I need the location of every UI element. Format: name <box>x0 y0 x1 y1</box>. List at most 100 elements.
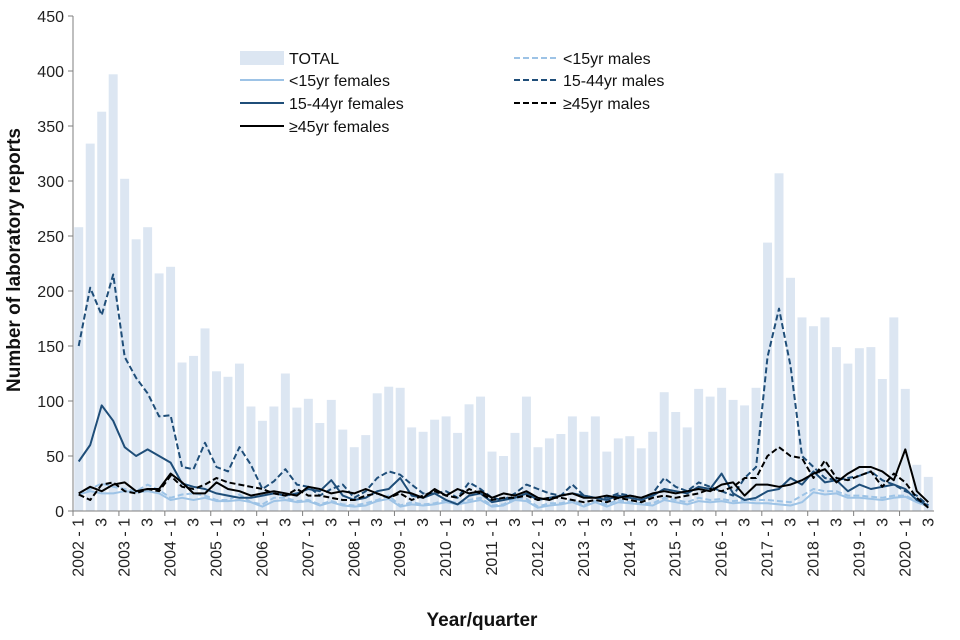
bar-total-56 <box>717 387 727 511</box>
x-tick-label-year-14: 2016 - 1 <box>714 518 731 577</box>
bar-total-28 <box>395 387 405 511</box>
bar-total-46 <box>602 451 612 511</box>
x-tick-label-q3-54: 3 <box>691 518 708 527</box>
bar-total-18 <box>280 373 290 511</box>
x-tick-label-year-16: 2018 - 1 <box>806 518 823 577</box>
bar-total-17 <box>269 406 279 511</box>
bar-total-71 <box>889 317 899 511</box>
x-tick-label-q3-66: 3 <box>828 518 845 527</box>
bar-total-54 <box>694 388 704 511</box>
bar-total-27 <box>384 386 394 511</box>
bar-total-31 <box>430 419 440 511</box>
legend-1-label: <15yr males <box>563 51 651 68</box>
x-tick-label-q3-30: 3 <box>415 518 432 527</box>
bar-total-21 <box>315 423 325 511</box>
bar-total-2 <box>97 111 107 511</box>
bar-total-62 <box>786 277 795 511</box>
x-tick-label-q3-70: 3 <box>874 518 891 527</box>
bar-total-0 <box>74 227 84 511</box>
legend-2-label: <15yr females <box>289 73 390 90</box>
bar-total-4 <box>120 178 130 512</box>
x-tick-label-q3-50: 3 <box>645 518 662 527</box>
bar-total-50 <box>648 431 658 511</box>
x-tick-label-year-1: 2003 - 1 <box>117 518 134 577</box>
x-tick-label-q3-22: 3 <box>323 518 340 527</box>
bar-total-34 <box>464 404 474 511</box>
y-tick-label-450: 450 <box>37 9 64 26</box>
bar-total-43 <box>567 416 577 511</box>
bar-total-36 <box>487 451 497 511</box>
y-axis-title: Number of laboratory reports <box>4 128 25 392</box>
x-tick-label-q3-46: 3 <box>599 518 616 527</box>
x-tick-label-q3-6: 3 <box>140 518 157 527</box>
bar-total-70 <box>877 379 887 511</box>
x-tick-label-year-9: 2011 - 1 <box>484 518 501 576</box>
bar-total-58 <box>740 405 750 511</box>
y-tick-label-150: 150 <box>37 339 64 356</box>
x-tick-label-year-7: 2009 - 1 <box>392 518 409 577</box>
bar-total-11 <box>200 328 210 511</box>
bar-total-9 <box>177 362 187 511</box>
x-tick-label-year-3: 2005 - 1 <box>209 518 226 577</box>
legend-3-label: 15-44yr males <box>563 73 664 90</box>
bar-total-14 <box>234 363 244 511</box>
bar-total-10 <box>189 355 199 511</box>
y-tick-label-250: 250 <box>37 229 64 246</box>
y-tick-label-350: 350 <box>37 119 64 136</box>
bar-total-39 <box>521 396 531 511</box>
bar-total-44 <box>579 431 589 511</box>
x-tick-label-year-17: 2019 - 1 <box>851 518 868 577</box>
legend-0-label: TOTAL <box>289 51 339 68</box>
y-tick-label-100: 100 <box>37 394 64 411</box>
y-tick-label-400: 400 <box>37 64 64 81</box>
bar-total-30 <box>418 431 428 511</box>
x-tick-label-year-5: 2007 - 1 <box>300 518 317 577</box>
bar-total-53 <box>682 427 692 511</box>
bar-total-45 <box>590 416 600 511</box>
bar-total-19 <box>292 407 302 511</box>
line-15-44yr-males <box>77 273 929 507</box>
x-tick-label-year-12: 2014 - 1 <box>622 518 639 577</box>
line--45yr-males <box>78 446 929 509</box>
bar-total-52 <box>671 412 681 511</box>
bar-total-24 <box>349 447 359 511</box>
x-tick-label-q3-58: 3 <box>737 518 754 527</box>
bar-total-60 <box>763 242 773 511</box>
line--15yr-females <box>78 490 929 509</box>
bar-total-47 <box>613 438 623 511</box>
legend-6-label: ≥45yr females <box>289 119 389 136</box>
x-tick-label-year-2: 2004 - 1 <box>163 518 180 577</box>
bar-total-41 <box>544 438 554 511</box>
bar-total-68 <box>854 348 864 511</box>
bar-total-57 <box>728 399 738 511</box>
bar-total-49 <box>636 448 646 511</box>
bar-total-51 <box>659 392 669 511</box>
bar-total-15 <box>246 406 256 511</box>
line-series <box>77 273 929 509</box>
bar-total-1 <box>85 143 95 511</box>
bar-total-64 <box>808 326 818 511</box>
x-tick-label-q3-62: 3 <box>783 518 800 527</box>
y-tick-label-50: 50 <box>46 449 64 466</box>
x-tick-label-year-10: 2012 - 1 <box>530 518 547 577</box>
x-tick-label-q3-34: 3 <box>461 518 478 527</box>
bar-total-3 <box>108 74 118 512</box>
bar-total-59 <box>751 387 761 511</box>
x-tick-label-q3-42: 3 <box>553 518 570 527</box>
y-tick-label-300: 300 <box>37 174 64 191</box>
x-tick-label-q3-18: 3 <box>277 518 294 527</box>
bar-total-38 <box>510 432 520 511</box>
bar-total-69 <box>866 347 876 511</box>
bar-total-67 <box>843 363 853 511</box>
bar-total-40 <box>533 447 543 511</box>
bar-total-6 <box>143 227 153 511</box>
line--45yr-females <box>78 448 929 503</box>
bar-total-37 <box>499 456 508 511</box>
legend-4-label: 15-44yr females <box>289 96 404 113</box>
bar-total-23 <box>338 429 348 511</box>
bar-total-55 <box>705 396 715 511</box>
bar-total-16 <box>257 420 267 511</box>
bar-total-61 <box>774 173 784 512</box>
x-tick-label-year-4: 2006 - 1 <box>254 518 271 577</box>
